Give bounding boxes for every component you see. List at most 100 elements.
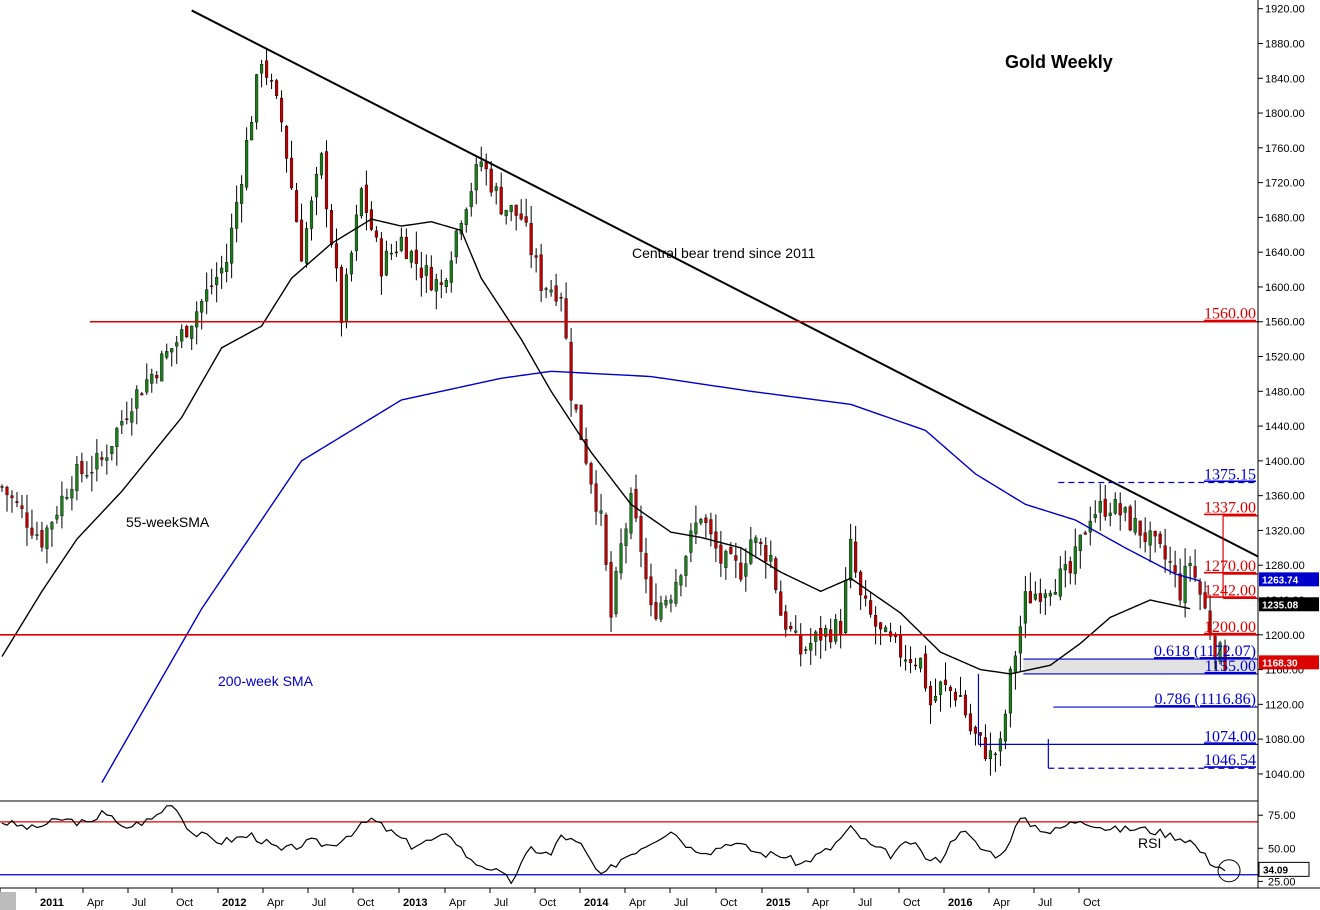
candle-down [269,80,274,82]
candle-up [469,191,473,207]
candle-down [1028,591,1032,604]
candle-up [95,453,99,470]
candle-up [1123,507,1127,513]
candle-down [499,186,503,215]
trendline-label: Central bear trend since 2011 [632,245,816,261]
price-tag-label: 1168.30 [1262,658,1298,669]
candle-down [859,571,863,596]
candle-down [1038,593,1042,602]
candle-up [619,543,623,574]
candle-up [624,528,628,546]
candle-up [35,534,39,536]
candle-up [399,236,403,251]
price-tick-label: 1560.00 [1265,317,1305,329]
candle-down [210,285,214,287]
candle-up [1063,564,1067,571]
candle-down [978,732,983,736]
candle-down [125,418,129,421]
candle-down [839,621,843,636]
level-label: 1337.00 [1204,500,1256,517]
candle-up [1073,546,1077,574]
candle-up [65,497,69,499]
candle-up [689,530,693,553]
candle-up [444,280,448,288]
candle-down [489,168,493,193]
candle-up [614,571,618,615]
candle-down [589,463,593,485]
candle-up [314,174,319,198]
candle-up [459,223,463,235]
candle-up [988,750,993,760]
candle-up [1043,593,1047,598]
candle-down [10,495,14,499]
price-tag [1259,572,1319,587]
candle-down [854,541,858,573]
candle-down [1203,592,1207,609]
candle-down [185,325,189,338]
candle-up [494,186,498,191]
time-tick-label: Oct [1083,897,1100,909]
time-axis-start-marker [0,892,16,910]
candle-down [289,157,294,189]
time-tick-label: Oct [720,897,737,909]
candle-down [429,266,433,291]
candle-up [384,250,388,276]
candle-up [1008,668,1012,714]
candle-up [55,514,59,520]
candle-down [15,501,19,503]
candle-up [699,518,703,524]
candle-up [824,628,828,637]
candle-up [1113,499,1117,514]
rsi-value-tag [1258,861,1310,877]
time-tick-label: Oct [539,897,556,909]
candle-up [844,580,848,633]
candle-down [1103,498,1107,517]
candle-up [215,277,219,285]
level-label: 1375.15 [1204,466,1256,483]
sma55-label: 55-weekSMA [126,514,210,530]
candle-up [938,681,943,695]
candle-down [40,530,44,548]
candle-down [719,544,723,564]
time-tick-label: 2014 [584,897,609,909]
candle-up [769,555,773,562]
candle-down [1083,532,1087,535]
candle-up [434,279,438,292]
time-tick-label: Jul [494,897,508,909]
candle-up [359,188,364,217]
candle-down [514,204,518,216]
candle-up [70,489,74,499]
candle-up [205,289,209,302]
price-tick-label: 1480.00 [1265,386,1305,398]
time-tick-label: Jul [1038,897,1052,909]
candle-up [75,464,79,491]
price-tick-label: 1400.00 [1265,456,1305,468]
price-tick-label: 1600.00 [1265,282,1305,294]
candle-up [599,510,603,514]
candle-down [329,209,334,245]
sma200-line [101,370,1201,783]
candle-down [774,558,778,591]
candle-down [279,97,284,123]
candle-down [1158,533,1162,544]
candle-up [694,522,698,535]
candle-down [564,298,568,339]
time-tick-label: Jul [674,897,688,909]
candle-down [729,546,733,554]
time-tick-label: Apr [449,897,466,909]
candle-up [225,262,229,272]
candle-down [704,517,708,523]
candle-up [993,753,997,756]
candle-down [1068,561,1072,574]
candle-up [1218,642,1222,662]
rsi-tick-label: 50.00 [1268,843,1296,855]
time-tick-label: Apr [812,897,829,909]
candle-down [584,439,588,464]
candle-down [948,686,953,691]
candle-down [284,126,289,159]
candle-down [404,236,408,260]
candle-up [1078,534,1082,552]
candle-up [794,630,798,633]
